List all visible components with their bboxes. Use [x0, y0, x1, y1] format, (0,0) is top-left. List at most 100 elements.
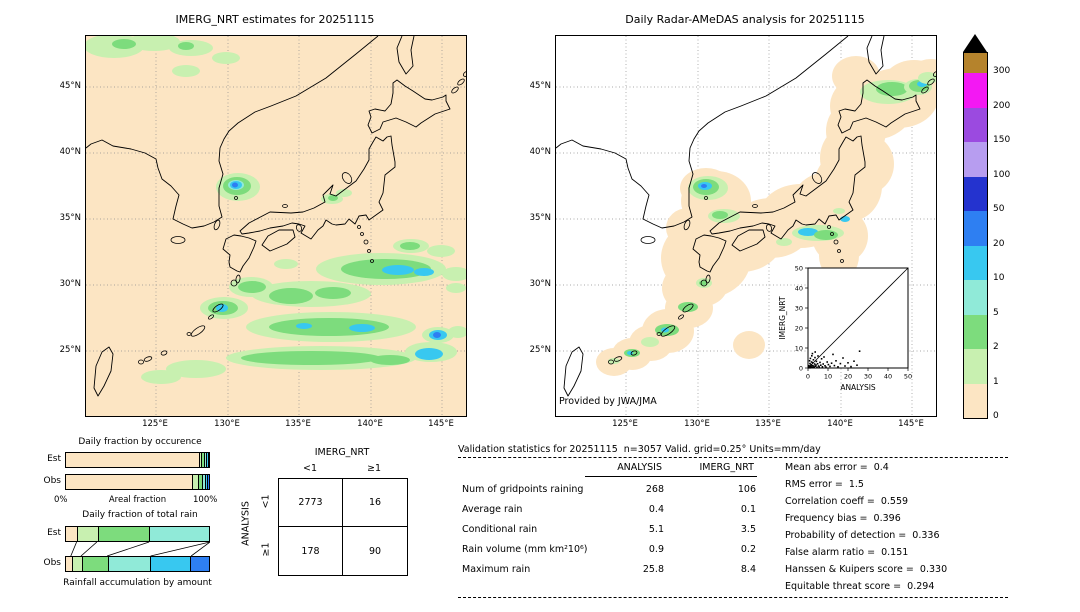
- contingency-table: 2773 16 178 90: [278, 478, 408, 576]
- stat-value-analysis: 25.8: [642, 564, 664, 575]
- scatter-point: [810, 364, 812, 366]
- scatter-point: [853, 360, 855, 362]
- scatter-point: [832, 353, 834, 356]
- scatter-point: [818, 366, 820, 368]
- scatter-point: [812, 366, 814, 369]
- island-coastline: [833, 239, 839, 245]
- precip-blob: [232, 182, 238, 188]
- bar-segment: [66, 453, 199, 467]
- precip-blob: [442, 267, 466, 281]
- stat-row-label: Conditional rain: [462, 524, 538, 535]
- precip-blob: [238, 281, 266, 293]
- scatter-point: [835, 360, 837, 362]
- contingency-col-group: IMERG_NRT: [314, 447, 370, 458]
- island-coastline: [462, 71, 466, 77]
- x-tick-label: 40: [884, 373, 892, 381]
- scatter-point: [825, 366, 827, 368]
- bar-segment: [202, 475, 206, 489]
- island-coastline: [451, 86, 459, 94]
- precip-blob: [918, 72, 936, 84]
- scatter-point: [815, 364, 817, 366]
- island-coastline: [143, 356, 153, 362]
- precip-blob: [415, 348, 443, 360]
- scatter-point: [812, 359, 815, 361]
- island-coastline: [367, 249, 371, 253]
- imerg-map-canvas: [86, 36, 466, 416]
- right-map-title: Daily Radar-AMeDAS analysis for 20251115: [625, 13, 865, 26]
- radar-coverage-blob: [733, 331, 765, 359]
- coastline: [556, 36, 849, 229]
- island-coastline: [170, 236, 186, 244]
- precip-blob: [876, 82, 908, 96]
- coastline: [563, 346, 584, 397]
- scatter-point: [826, 361, 828, 363]
- island-coastline: [677, 314, 685, 320]
- left-map-title: IMERG_NRT estimates for 20251115: [175, 13, 375, 26]
- precip-blob: [608, 358, 620, 364]
- scatter-point: [811, 364, 813, 367]
- bar-segment: [66, 527, 78, 541]
- lon-tick-label: 130°E: [684, 419, 710, 429]
- scatter-point: [817, 355, 819, 357]
- precip-blob: [433, 332, 441, 338]
- island-coastline: [705, 274, 711, 284]
- precip-blob: [414, 268, 434, 276]
- precip-blob: [166, 360, 226, 378]
- precip-blob: [315, 287, 351, 299]
- precip-blob: [776, 238, 792, 246]
- scatter-point: [829, 365, 831, 368]
- coastline: [692, 234, 727, 273]
- stats-title: Validation statistics for 20251115 n=305…: [458, 444, 821, 455]
- scatter-point: [811, 352, 814, 355]
- stats-col-imerg: IMERG_NRT: [699, 462, 754, 473]
- island-coastline: [811, 172, 823, 184]
- score-line: Mean abs error = 0.4: [785, 462, 889, 473]
- bar-segment: [201, 453, 204, 467]
- scatter-xlabel: ANALYSIS: [840, 383, 876, 392]
- colorbar-tick-label: 50: [993, 204, 1005, 214]
- island-coastline: [341, 172, 353, 184]
- colorbar-band: [964, 280, 987, 315]
- bar-segment: [150, 557, 191, 571]
- inset-scatter: 00 10 10 20 20 30 30 40 40 50 50 ANALYSIS IMERG_NRT: [778, 264, 912, 392]
- island-coastline: [213, 219, 221, 231]
- coastline: [86, 36, 379, 229]
- precip-blob: [840, 216, 850, 222]
- stat-value-analysis: 268: [645, 484, 664, 495]
- island-coastline: [640, 236, 656, 244]
- x-tick-label: 30: [864, 373, 872, 381]
- lat-tick-label: 35°N: [59, 213, 81, 223]
- scatter-point: [813, 366, 815, 368]
- scatter-point: [816, 366, 818, 369]
- provided-by-credit: Provided by JWA/JMA: [559, 396, 657, 407]
- score-line: Equitable threat score = 0.294: [785, 581, 935, 592]
- radar-map-canvas: [556, 36, 936, 416]
- scatter-point: [808, 365, 810, 367]
- island-coastline: [765, 224, 773, 232]
- colorbar-band: [964, 245, 987, 280]
- scatter-point: [839, 362, 842, 365]
- bar-segment: [82, 557, 109, 571]
- y-tick-label: 0: [799, 364, 803, 372]
- coastline: [731, 229, 766, 252]
- lon-tick-label: 140°E: [827, 419, 853, 429]
- occurrence-est-label: Est: [47, 454, 61, 464]
- lat-tick-label: 40°N: [529, 147, 551, 157]
- island-coastline: [827, 225, 831, 229]
- island-coastline: [234, 196, 238, 200]
- scatter-point: [814, 351, 816, 353]
- stats-divider-bottom: [458, 597, 1008, 598]
- island-coastline: [160, 350, 168, 356]
- colorbar-tick-label: 200: [993, 100, 1011, 111]
- coastline: [709, 135, 866, 240]
- precip-blob: [112, 39, 136, 49]
- totalrain-est-label: Est: [47, 528, 61, 538]
- score-line: Correlation coeff = 0.559: [785, 496, 909, 507]
- lat-tick-label: 30°N: [59, 279, 81, 289]
- totalrain-caption: Rainfall accumulation by amount: [63, 578, 212, 588]
- y-tick-label: 10: [795, 344, 803, 352]
- island-coastline: [357, 225, 361, 229]
- scatter-point: [811, 362, 814, 364]
- stat-row-label: Maximum rain: [462, 564, 531, 575]
